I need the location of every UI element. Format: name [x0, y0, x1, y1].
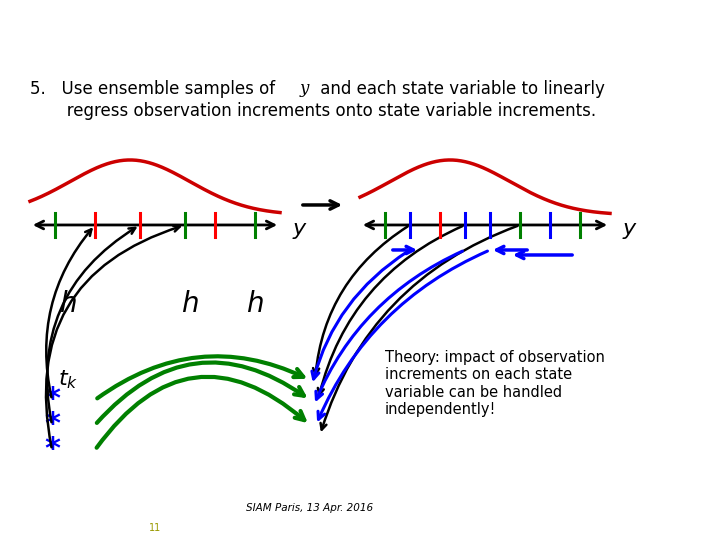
- Text: $h$: $h$: [59, 292, 77, 319]
- Text: $t_k$: $t_k$: [58, 369, 78, 392]
- Text: Theory: impact of observation
increments on each state
variable can be handled
i: Theory: impact of observation increments…: [385, 350, 605, 417]
- Text: $y$: $y$: [622, 219, 638, 241]
- Text: How an Ensemble Filter Works for Geophysical Data Assimilation: How an Ensemble Filter Works for Geophys…: [11, 10, 697, 30]
- Text: *: *: [44, 435, 60, 464]
- Text: *: *: [44, 386, 60, 415]
- Text: regress observation increments onto state variable increments.: regress observation increments onto stat…: [30, 102, 596, 120]
- Text: 5.   Use ensemble samples of: 5. Use ensemble samples of: [30, 80, 280, 98]
- Text: $h$: $h$: [246, 292, 264, 319]
- Text: and each state variable to linearly: and each state variable to linearly: [315, 80, 605, 98]
- Text: $h$: $h$: [181, 292, 199, 319]
- Text: $y$: $y$: [292, 219, 308, 241]
- Text: y: y: [300, 80, 310, 97]
- Text: SIAM Paris, 13 Apr. 2016: SIAM Paris, 13 Apr. 2016: [246, 503, 374, 513]
- Text: *: *: [44, 410, 60, 440]
- Text: 11: 11: [149, 523, 161, 533]
